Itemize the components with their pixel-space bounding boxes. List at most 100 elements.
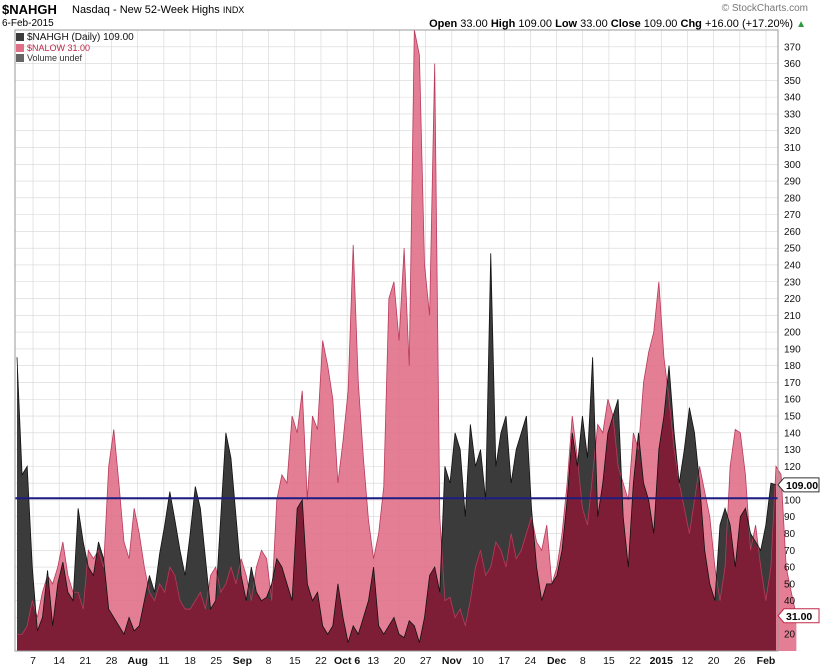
x-tick-label: 22: [315, 655, 327, 667]
y-tick-label: 310: [784, 143, 801, 154]
y-tick-label: 90: [784, 512, 796, 523]
last-value-highs-text: 109.00: [786, 480, 818, 492]
x-tick-label: 10: [472, 655, 484, 667]
x-tick-label: 15: [289, 655, 301, 667]
low-value: 33.00: [580, 18, 608, 30]
x-tick-label: 21: [80, 655, 92, 667]
close-label: Close: [610, 18, 641, 30]
last-value-highs-box: [777, 477, 820, 493]
series-overlap-area: [17, 399, 776, 651]
x-tick-label: 22: [629, 655, 641, 667]
chg-value: +16.00 (+17.20%): [704, 18, 794, 30]
y-tick-label: 320: [784, 126, 801, 137]
x-tick-label: 14: [53, 655, 65, 667]
open-label: Open: [429, 18, 458, 30]
y-tick-label: 80: [784, 529, 796, 540]
open-value: 33.00: [460, 18, 488, 30]
x-tick-label: 8: [266, 655, 272, 667]
x-tick-label: 11: [158, 655, 169, 667]
y-tick-label: 300: [784, 160, 801, 171]
high-value: 109.00: [518, 18, 553, 30]
x-tick-label: 7: [30, 655, 36, 667]
area-series: [16, 29, 797, 651]
x-tick-label: 26: [734, 655, 746, 667]
x-tick-label: Aug: [128, 655, 148, 667]
y-tick-label: 170: [784, 378, 801, 389]
x-tick-label: 24: [525, 655, 537, 667]
last-value-lows-box: [777, 608, 820, 624]
last-value-lows-text: 31.00: [786, 611, 812, 623]
exchange-label: INDX: [222, 5, 245, 15]
legend-highs-label: $NAHGH (Daily) 109.00: [27, 32, 134, 43]
stockcharts-watermark: © StockCharts.com: [721, 3, 808, 14]
y-tick-label: 100: [784, 495, 801, 506]
chart-date: 6-Feb-2015: [2, 18, 54, 29]
y-tick-label: 350: [784, 76, 801, 87]
legend-highs: $NAHGH (Daily) 109.00: [16, 32, 134, 43]
y-tick-label: 330: [784, 109, 801, 120]
y-tick-label: 270: [784, 210, 801, 221]
chart-title: Nasdaq - New 52-Week Highs INDX: [72, 4, 244, 16]
x-tick-label: 2015: [650, 655, 674, 667]
x-tick-label: 18: [184, 655, 196, 667]
y-tick-label: 140: [784, 428, 801, 439]
y-tick-label: 260: [784, 227, 801, 238]
y-tick-label: 370: [784, 42, 801, 53]
x-tick-label: 17: [498, 655, 510, 667]
legend-lows-swatch: [16, 44, 24, 52]
y-tick-label: 340: [784, 93, 801, 104]
x-tick-label: Nov: [442, 655, 462, 667]
legend-volume-label: Volume undef: [27, 53, 83, 63]
x-tick-label: Feb: [757, 655, 776, 667]
x-tick-label: 13: [367, 655, 379, 667]
low-label: Low: [555, 18, 578, 30]
last-value-highs: 109.00: [777, 477, 820, 493]
y-tick-label: 280: [784, 193, 801, 204]
y-tick-label: 200: [784, 328, 801, 339]
series-highs-line: [16, 253, 777, 643]
x-axis: 7 14 21 28 Aug 11 18 25 Sep 8 15 22 Oct 6 13 20 27 Nov 10…: [30, 655, 775, 667]
legend-lows-label: $NALOW 31.00: [27, 43, 91, 53]
chart-symbol: $NAHGH: [2, 2, 57, 17]
y-tick-label: 120: [784, 462, 801, 473]
y-tick-label: 150: [784, 412, 801, 423]
y-tick-label: 40: [784, 596, 796, 607]
y-tick-label: 210: [784, 311, 801, 322]
y-tick-label: 20: [784, 630, 796, 641]
legend-highs-swatch: [16, 33, 24, 41]
y-tick-label: 220: [784, 294, 801, 305]
y-tick-label: 290: [784, 177, 801, 188]
x-tick-label: Sep: [233, 655, 252, 667]
x-tick-label: 20: [708, 655, 720, 667]
up-arrow-icon: ▲: [796, 19, 806, 30]
y-tick-label: 70: [784, 546, 796, 557]
x-tick-label: 25: [210, 655, 222, 667]
y-tick-label: 190: [784, 344, 801, 355]
y-tick-label: 130: [784, 445, 801, 456]
y-tick-label: 360: [784, 59, 801, 70]
y-tick-label: 230: [784, 277, 801, 288]
chg-label: Chg: [680, 18, 702, 30]
y-tick-label: 160: [784, 395, 801, 406]
quote-summary: Open 33.00 High 109.00 Low 33.00 Close 1…: [429, 18, 806, 30]
x-tick-label: Oct 6: [334, 655, 360, 667]
legend-lows: $NALOW 31.00: [16, 43, 90, 53]
x-tick-label: Dec: [547, 655, 566, 667]
x-tick-label: 8: [580, 655, 586, 667]
y-tick-label: 60: [784, 563, 796, 574]
x-tick-label: 28: [106, 655, 118, 667]
plot-frame: [14, 29, 779, 652]
series-lows-line: [17, 29, 797, 635]
legend-volume: Volume undef: [16, 53, 82, 63]
last-value-lows: 31.00: [777, 608, 820, 624]
last-value-tags: 109.00 31.00: [777, 477, 820, 624]
x-tick-label: 27: [420, 655, 432, 667]
y-tick-label: 250: [784, 244, 801, 255]
x-tick-label: 20: [394, 655, 406, 667]
y-tick-label: 50: [784, 579, 796, 590]
y-axis: 2030405060708090100110120130140150160170…: [784, 42, 801, 640]
y-tick-label: 180: [784, 361, 801, 372]
y-tick-label: 240: [784, 260, 801, 271]
close-value: 109.00: [643, 18, 678, 30]
